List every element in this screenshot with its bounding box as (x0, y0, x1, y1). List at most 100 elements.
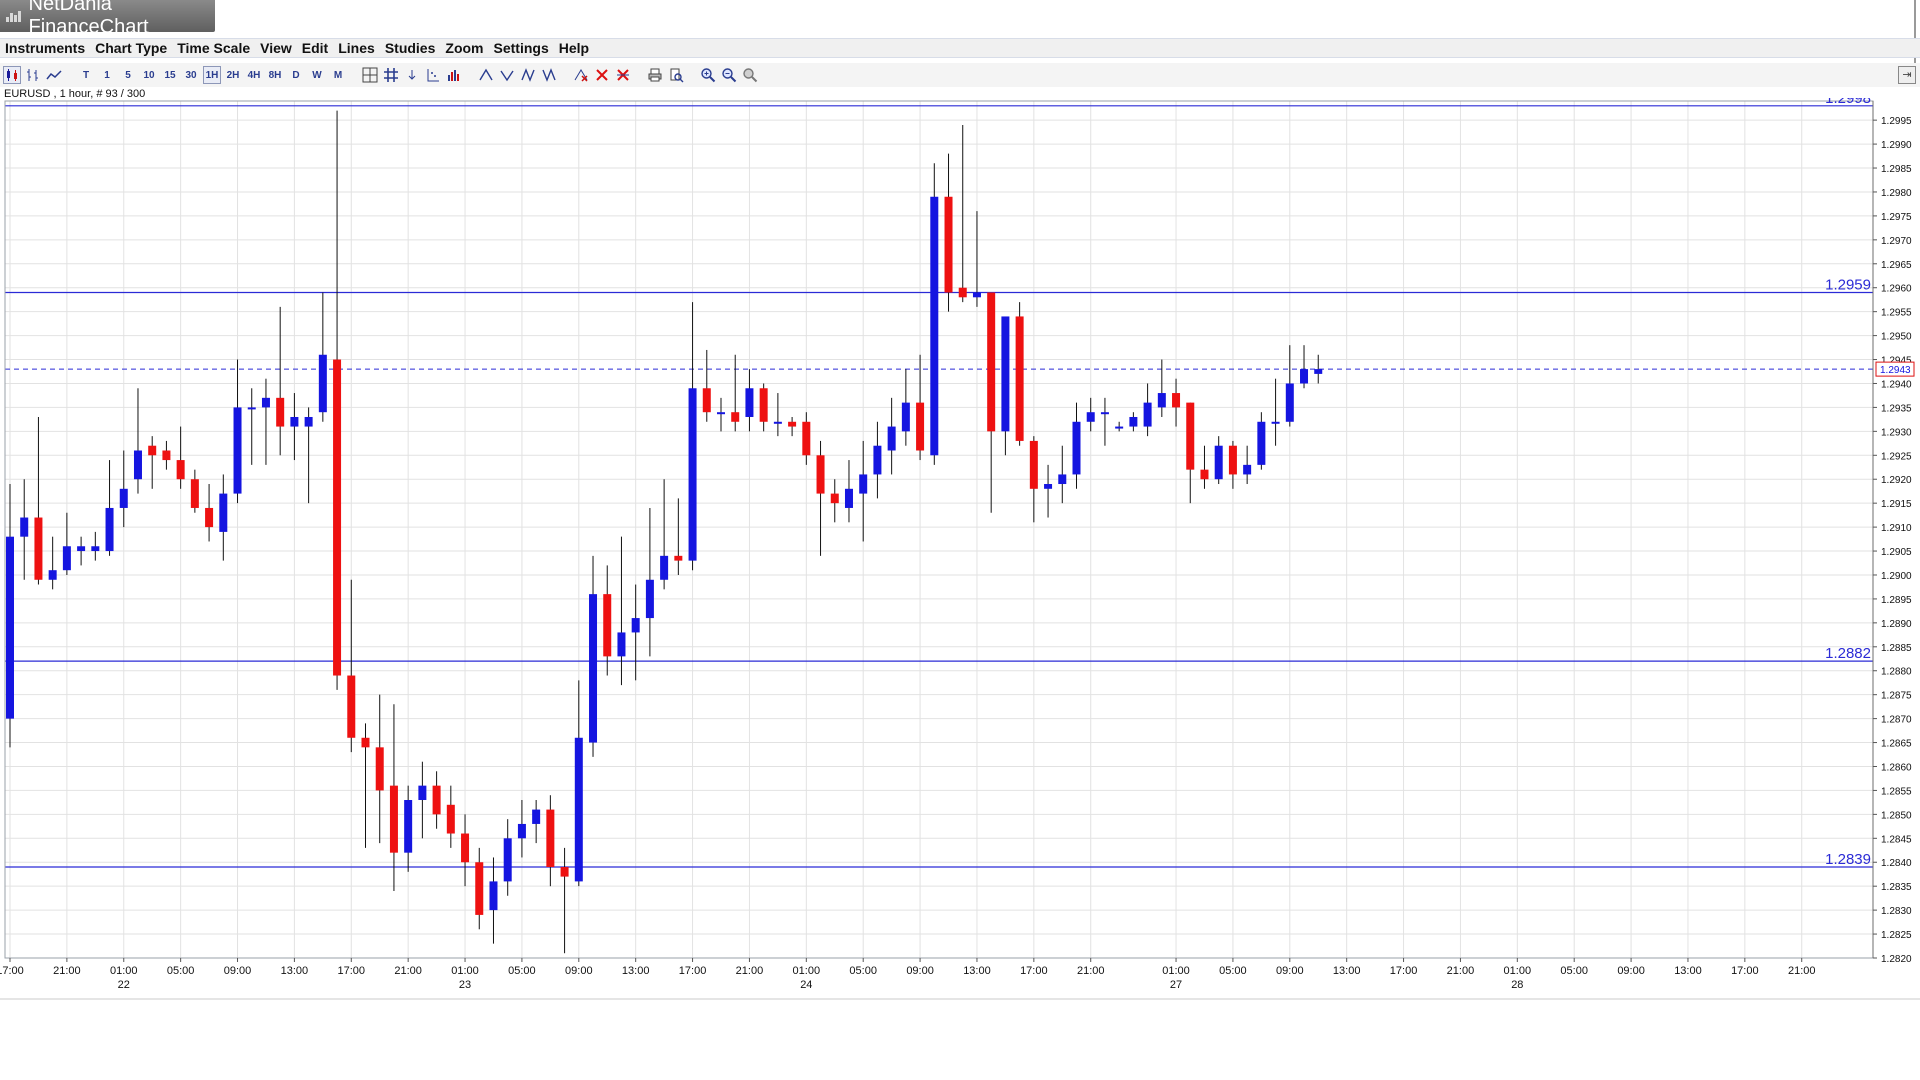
candle (759, 383, 768, 432)
delete-all-icon[interactable] (614, 66, 632, 84)
candle-body (1186, 402, 1195, 470)
zoom-out-icon[interactable] (720, 66, 738, 84)
candle-body (645, 579, 654, 619)
candle (176, 426, 185, 489)
candlestick-chart[interactable]: 1.2820 1.2825 1.2830 1.2835 1.2840 1.2845 1.28… (0, 98, 1920, 1002)
candle (205, 484, 214, 542)
grid-icon[interactable] (382, 66, 400, 84)
zoom-in-icon[interactable] (699, 66, 717, 84)
x-tick-label: 01:00 (451, 965, 479, 977)
y-tick-label: 1.2960 (1881, 284, 1912, 295)
candle-body (446, 804, 455, 834)
candle-body (333, 359, 342, 676)
toolbar-separator (635, 66, 643, 84)
menu-instruments[interactable]: Instruments (5, 40, 86, 56)
y-tick-label: 1.2920 (1881, 475, 1912, 486)
candle-body (1072, 421, 1081, 475)
panel-toggle-icon[interactable]: ⇥ (1898, 66, 1916, 84)
app-logo-icon (6, 10, 21, 22)
timeframe-2h[interactable]: 2H (226, 69, 240, 81)
volume-icon[interactable] (445, 66, 463, 84)
delete-icon[interactable] (593, 66, 611, 84)
y-tick-label: 1.2995 (1881, 116, 1912, 127)
print-icon[interactable] (646, 66, 664, 84)
timeframe-4h[interactable]: 4H (247, 69, 261, 81)
candle (461, 814, 470, 887)
menu-view[interactable]: View (260, 40, 292, 56)
menu-lines[interactable]: Lines (338, 40, 375, 56)
arrow-down-icon[interactable] (403, 66, 421, 84)
candle-body (546, 809, 555, 868)
candle-body (1300, 369, 1309, 384)
timeframe-m[interactable]: M (333, 69, 343, 81)
y-tick-label: 1.2975 (1881, 212, 1912, 223)
candle-body (1271, 421, 1280, 424)
timeframe-t[interactable]: T (82, 69, 90, 81)
timeframe-1h[interactable]: 1H (203, 66, 221, 84)
candle-body (375, 747, 384, 791)
candle-body (290, 416, 299, 427)
candle (233, 359, 242, 504)
candle (162, 440, 171, 470)
scale-icon[interactable] (424, 66, 442, 84)
timeframe-w[interactable]: W (312, 69, 322, 81)
menu-settings[interactable]: Settings (493, 40, 549, 56)
current-price-tag-box (1875, 361, 1915, 377)
candle-body (432, 785, 441, 815)
candle-body (674, 555, 683, 561)
zoom-reset-icon[interactable] (741, 66, 759, 84)
y-tick-label: 1.2990 (1881, 140, 1912, 151)
delete-line-icon[interactable] (572, 66, 590, 84)
candle-body (205, 507, 214, 528)
candle (972, 211, 981, 307)
horizontal-line-label: 1.2839 (1825, 851, 1871, 868)
timeframe-8h[interactable]: 8H (268, 69, 282, 81)
menu-chart-type[interactable]: Chart Type (95, 40, 168, 56)
candle (517, 800, 526, 858)
candle-body (20, 517, 29, 537)
timeframe-10[interactable]: 10 (143, 69, 155, 81)
x-tick-label: 21:00 (736, 965, 764, 977)
candle-body (987, 292, 996, 432)
menu-time-scale[interactable]: Time Scale (177, 40, 251, 56)
candle (318, 292, 327, 422)
candle (1086, 397, 1095, 432)
candle-body (133, 450, 142, 480)
menu-zoom[interactable]: Zoom (445, 40, 484, 56)
crosshair-icon[interactable] (361, 66, 379, 84)
line-chart-icon[interactable] (45, 66, 63, 84)
candle (830, 479, 839, 523)
candle (503, 819, 512, 896)
chart-area[interactable]: 1.2820 1.2825 1.2830 1.2835 1.2840 1.2845 1.28… (0, 98, 1920, 1002)
menu-studies[interactable]: Studies (384, 40, 436, 56)
candle (603, 565, 612, 676)
candle (873, 421, 882, 499)
candle (148, 436, 157, 489)
timeframe-30[interactable]: 30 (185, 69, 197, 81)
candle (731, 354, 740, 432)
timeframe-1[interactable]: 1 (104, 69, 110, 81)
x-tick-label: 01:00 (110, 965, 138, 977)
candle (389, 704, 398, 891)
channel-icon[interactable] (498, 66, 516, 84)
x-tick-label: 17:00 (338, 965, 366, 977)
y-tick-label: 1.2875 (1881, 691, 1912, 702)
candlestick-chart-icon[interactable] (3, 66, 21, 84)
timeframe-d[interactable]: D (292, 69, 300, 81)
y-tick-label: 1.2850 (1881, 810, 1912, 821)
timeframe-5[interactable]: 5 (125, 69, 131, 81)
candle (674, 498, 683, 575)
candle (1044, 464, 1053, 518)
menu-edit[interactable]: Edit (301, 40, 329, 56)
y-tick-label: 1.2925 (1881, 451, 1912, 462)
candle (1186, 402, 1195, 504)
fan-icon[interactable] (540, 66, 558, 84)
bar-chart-icon[interactable] (24, 66, 42, 84)
menu-help[interactable]: Help (558, 40, 590, 56)
candle-body (589, 594, 598, 743)
trendline-icon[interactable] (477, 66, 495, 84)
timeframe-15[interactable]: 15 (164, 69, 176, 81)
fibonacci-icon[interactable] (519, 66, 537, 84)
candle-body (844, 488, 853, 508)
print-preview-icon[interactable] (667, 66, 685, 84)
